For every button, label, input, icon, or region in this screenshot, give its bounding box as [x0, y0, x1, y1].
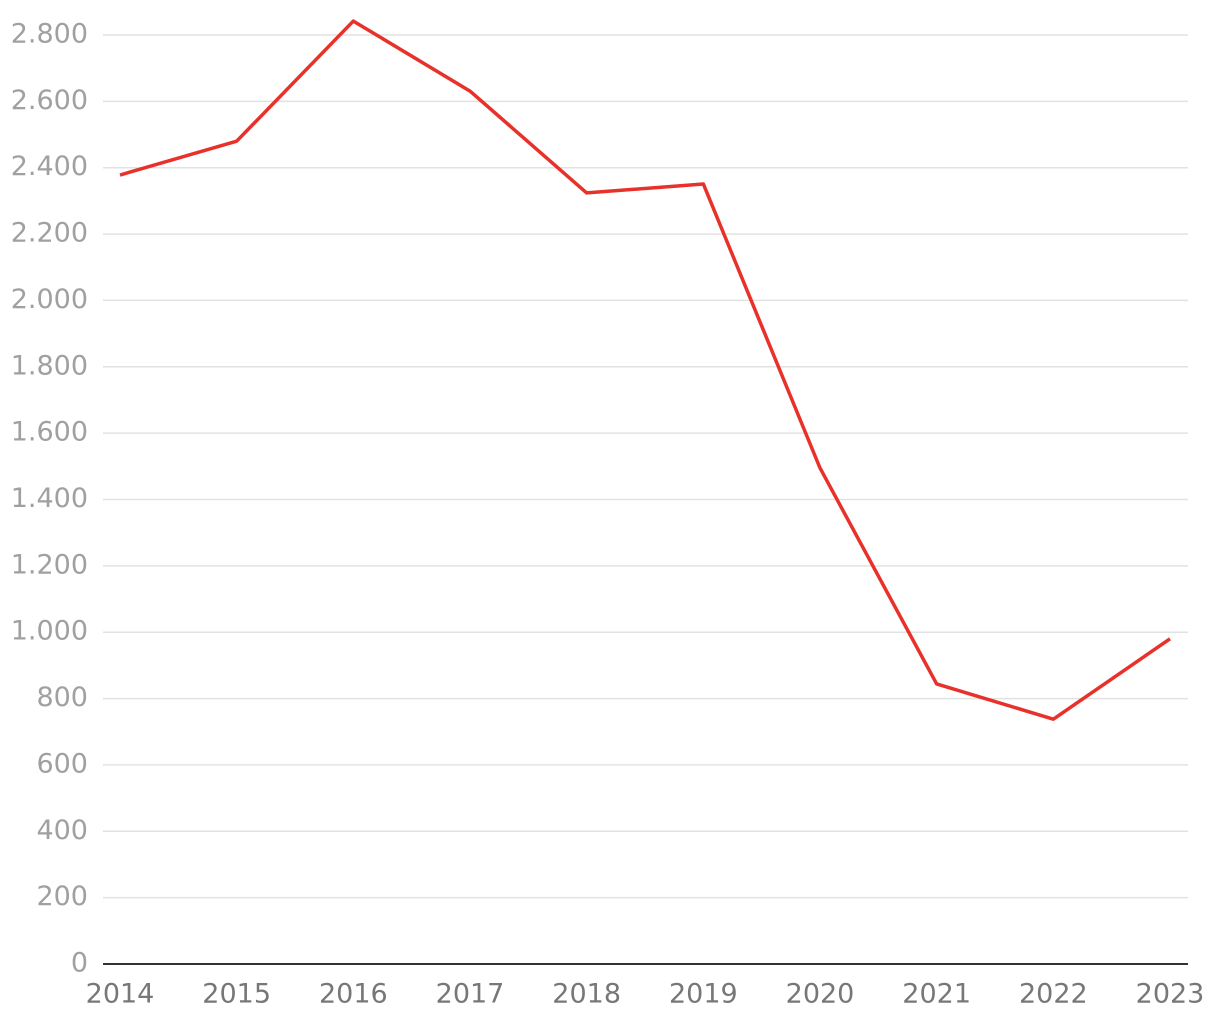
x-tick-label: 2016 — [319, 979, 388, 1010]
y-tick-label: 2.000 — [11, 284, 88, 315]
line — [119, 19, 1171, 721]
x-tick-label: 2023 — [1136, 979, 1205, 1010]
y-tick-label: 2.800 — [11, 19, 88, 50]
y-tick-label: 1.200 — [11, 549, 88, 580]
x-tick-label: 2015 — [202, 979, 271, 1010]
y-tick-label: 1.600 — [11, 417, 88, 448]
x-tick-label: 2021 — [902, 979, 971, 1010]
x-tick-label: 2022 — [1019, 979, 1088, 1010]
y-tick-label: 800 — [36, 682, 88, 713]
y-tick-label: 2.600 — [11, 85, 88, 116]
x-tick-label: 2019 — [669, 979, 738, 1010]
y-tick-label: 1.000 — [11, 616, 88, 647]
x-tick-label: 2014 — [86, 979, 155, 1010]
y-tick-label: 600 — [36, 748, 88, 779]
y-tick-label: 0 — [71, 948, 88, 979]
x-tick-label: 2017 — [436, 979, 505, 1010]
y-tick-label: 200 — [36, 881, 88, 912]
x-tick-label: 2018 — [552, 979, 621, 1010]
y-tick-label: 2.200 — [11, 218, 88, 249]
y-tick-label: 2.400 — [11, 151, 88, 182]
x-tick-label: 2020 — [786, 979, 855, 1010]
y-tick-label: 1.400 — [11, 483, 88, 514]
y-tick-label: 1.800 — [11, 350, 88, 381]
y-tick-label: 400 — [36, 815, 88, 846]
